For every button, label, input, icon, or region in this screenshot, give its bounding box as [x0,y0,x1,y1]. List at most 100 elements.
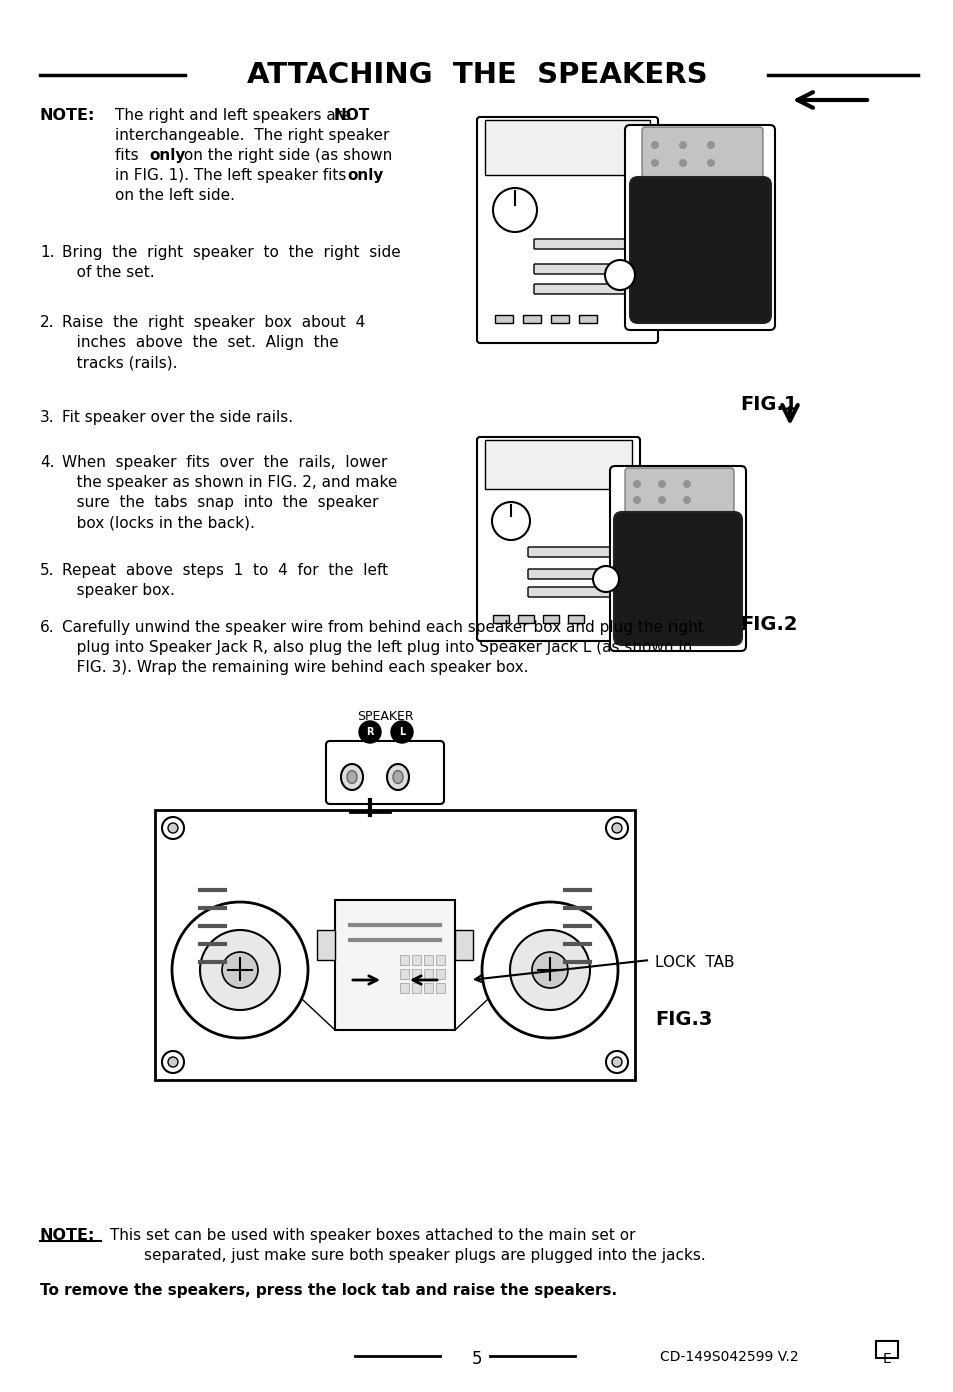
Text: in FIG. 1). The left speaker fits: in FIG. 1). The left speaker fits [115,168,351,182]
Bar [399,969,409,979]
Ellipse shape [340,764,363,791]
Bar [455,930,473,960]
Bar [423,969,433,979]
FancyBboxPatch shape [527,587,619,597]
Text: NOTE:: NOTE: [40,1228,95,1243]
Text: on the left side.: on the left side. [115,188,234,203]
Circle shape [593,567,618,592]
Text: LOCK  TAB: LOCK TAB [655,955,734,970]
Circle shape [172,902,308,1038]
Text: of the set.: of the set. [62,264,154,280]
Text: Raise  the  right  speaker  box  about  4: Raise the right speaker box about 4 [62,315,365,330]
Circle shape [605,817,627,839]
FancyBboxPatch shape [476,117,658,342]
Circle shape [612,823,621,832]
Text: CD-149S042599 V.2: CD-149S042599 V.2 [659,1350,798,1364]
Bar [484,440,631,489]
Bar [316,930,335,960]
Bar [423,955,433,965]
FancyBboxPatch shape [534,239,636,249]
Text: 6.: 6. [40,619,54,635]
Text: FIG.2: FIG.2 [740,615,797,633]
Circle shape [706,159,714,167]
Bar [567,615,583,624]
Bar [522,315,540,323]
Bar [517,615,534,624]
Text: FIG. 3). Wrap the remaining wire behind each speaker box.: FIG. 3). Wrap the remaining wire behind … [62,660,528,675]
Text: interchangeable.  The right speaker: interchangeable. The right speaker [115,128,389,143]
Bar [154,810,635,1080]
Text: plug into Speaker Jack R, also plug the left plug into Speaker Jack L (as shown : plug into Speaker Jack R, also plug the … [62,640,692,656]
Circle shape [493,188,537,232]
Circle shape [168,1057,178,1068]
Bar [412,983,420,992]
Text: When  speaker  fits  over  the  rails,  lower: When speaker fits over the rails, lower [62,455,387,470]
Text: Repeat  above  steps  1  to  4  for  the  left: Repeat above steps 1 to 4 for the left [62,562,388,578]
FancyBboxPatch shape [629,177,770,323]
FancyBboxPatch shape [527,547,619,557]
Circle shape [679,159,686,167]
FancyBboxPatch shape [326,741,443,805]
Text: FIG.1: FIG.1 [740,395,797,413]
Text: 3.: 3. [40,411,54,425]
Text: 5.: 5. [40,562,54,578]
Circle shape [605,1051,627,1073]
Circle shape [604,260,635,290]
Text: This set can be used with speaker boxes attached to the main set or: This set can be used with speaker boxes … [105,1228,635,1243]
Text: only: only [347,168,383,182]
FancyBboxPatch shape [527,569,619,579]
Bar [551,315,568,323]
Text: FIG.3: FIG.3 [655,1011,712,1029]
Circle shape [200,930,280,1011]
Text: box (locks in the back).: box (locks in the back). [62,515,254,530]
Bar [335,901,455,1030]
FancyBboxPatch shape [476,437,639,640]
Circle shape [492,503,530,540]
Text: tracks (rails).: tracks (rails). [62,355,177,370]
Circle shape [168,823,178,832]
FancyBboxPatch shape [641,127,762,193]
Circle shape [532,952,567,988]
Bar [578,315,597,323]
FancyBboxPatch shape [624,468,733,528]
Bar [495,315,513,323]
Circle shape [162,1051,184,1073]
Text: 4.: 4. [40,455,54,470]
Bar [493,615,509,624]
Bar [412,969,420,979]
Bar [436,983,444,992]
Text: speaker box.: speaker box. [62,583,174,599]
Circle shape [679,141,686,149]
Text: 1.: 1. [40,245,54,260]
Circle shape [658,480,665,489]
Text: NOT: NOT [333,109,369,122]
Bar [436,955,444,965]
Text: To remove the speakers, press the lock tab and raise the speakers.: To remove the speakers, press the lock t… [40,1283,617,1297]
FancyBboxPatch shape [614,512,741,644]
Text: ATTACHING  THE  SPEAKERS: ATTACHING THE SPEAKERS [247,61,706,89]
Bar [412,955,420,965]
Bar [436,969,444,979]
Circle shape [358,721,380,743]
Circle shape [633,496,640,504]
Text: separated, just make sure both speaker plugs are plugged into the jacks.: separated, just make sure both speaker p… [105,1249,705,1263]
Text: sure  the  tabs  snap  into  the  speaker: sure the tabs snap into the speaker [62,496,378,509]
Text: The right and left speakers are: The right and left speakers are [115,109,355,122]
Circle shape [650,141,659,149]
Circle shape [162,817,184,839]
Bar [484,120,649,175]
Text: Bring  the  right  speaker  to  the  right  side: Bring the right speaker to the right sid… [62,245,400,260]
Bar [399,955,409,965]
Text: SPEAKER: SPEAKER [356,710,414,722]
Text: R: R [366,727,374,736]
Circle shape [682,496,690,504]
Circle shape [222,952,257,988]
Bar [423,983,433,992]
FancyBboxPatch shape [875,1340,897,1359]
Circle shape [391,721,413,743]
Circle shape [682,480,690,489]
Text: inches  above  the  set.  Align  the: inches above the set. Align the [62,335,338,349]
Circle shape [481,902,618,1038]
Circle shape [658,496,665,504]
Circle shape [706,141,714,149]
